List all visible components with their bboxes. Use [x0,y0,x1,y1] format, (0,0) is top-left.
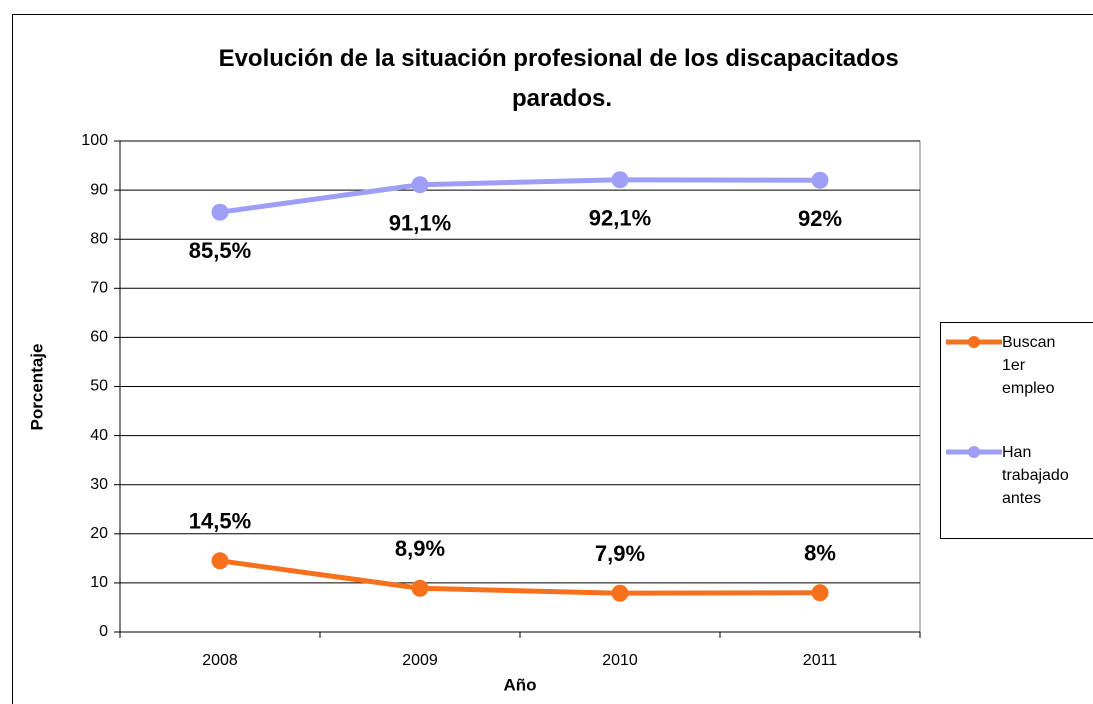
data-point [811,584,829,602]
y-tick-label: 0 [99,623,108,640]
x-tick-label: 2009 [402,652,438,669]
series-line [219,558,821,596]
data-label: 92,1% [589,206,651,231]
y-tick-label: 10 [90,574,108,591]
y-tick-label: 20 [90,525,108,542]
data-label: 91,1% [389,211,451,236]
y-tick-label: 30 [90,476,108,493]
x-tick-label: 2008 [202,652,238,669]
series-line [219,177,821,215]
y-tick-label: 90 [90,181,108,198]
data-point [211,203,229,221]
x-axis-label: Año [503,675,536,694]
data-point [611,584,629,602]
data-label: 8% [804,541,836,566]
y-tick-label: 80 [90,230,108,247]
data-point [211,552,229,570]
data-label: 14,5% [189,509,251,534]
data-label: 92% [798,206,842,231]
legend-marker [968,446,980,458]
data-point [611,171,629,189]
x-tick-label: 2010 [602,652,638,669]
legend-label: Buscan 1er empleo [1002,334,1056,397]
data-point [411,579,429,597]
y-tick-label: 70 [90,280,108,297]
legend-swatch [946,446,1002,458]
y-tick-label: 100 [81,132,108,149]
chart-title: Evolución de la situación profesional de… [219,45,906,112]
data-point [411,176,429,194]
legend-swatch [946,336,1002,348]
legend-marker [968,336,980,348]
y-tick-label: 50 [90,378,108,395]
data-label: 8,9% [395,536,445,561]
data-point [811,171,829,189]
x-tick-label: 2011 [803,652,838,669]
data-label: 7,9% [595,541,645,566]
y-tick-label: 60 [90,329,108,346]
legend-label: Han trabajado antes [1002,444,1069,507]
y-tick-label: 40 [90,427,108,444]
legend: Buscan 1er empleo Han trabajado antes [940,322,1093,539]
data-label: 85,5% [189,238,251,263]
y-axis-label: Porcentaje [27,344,46,431]
